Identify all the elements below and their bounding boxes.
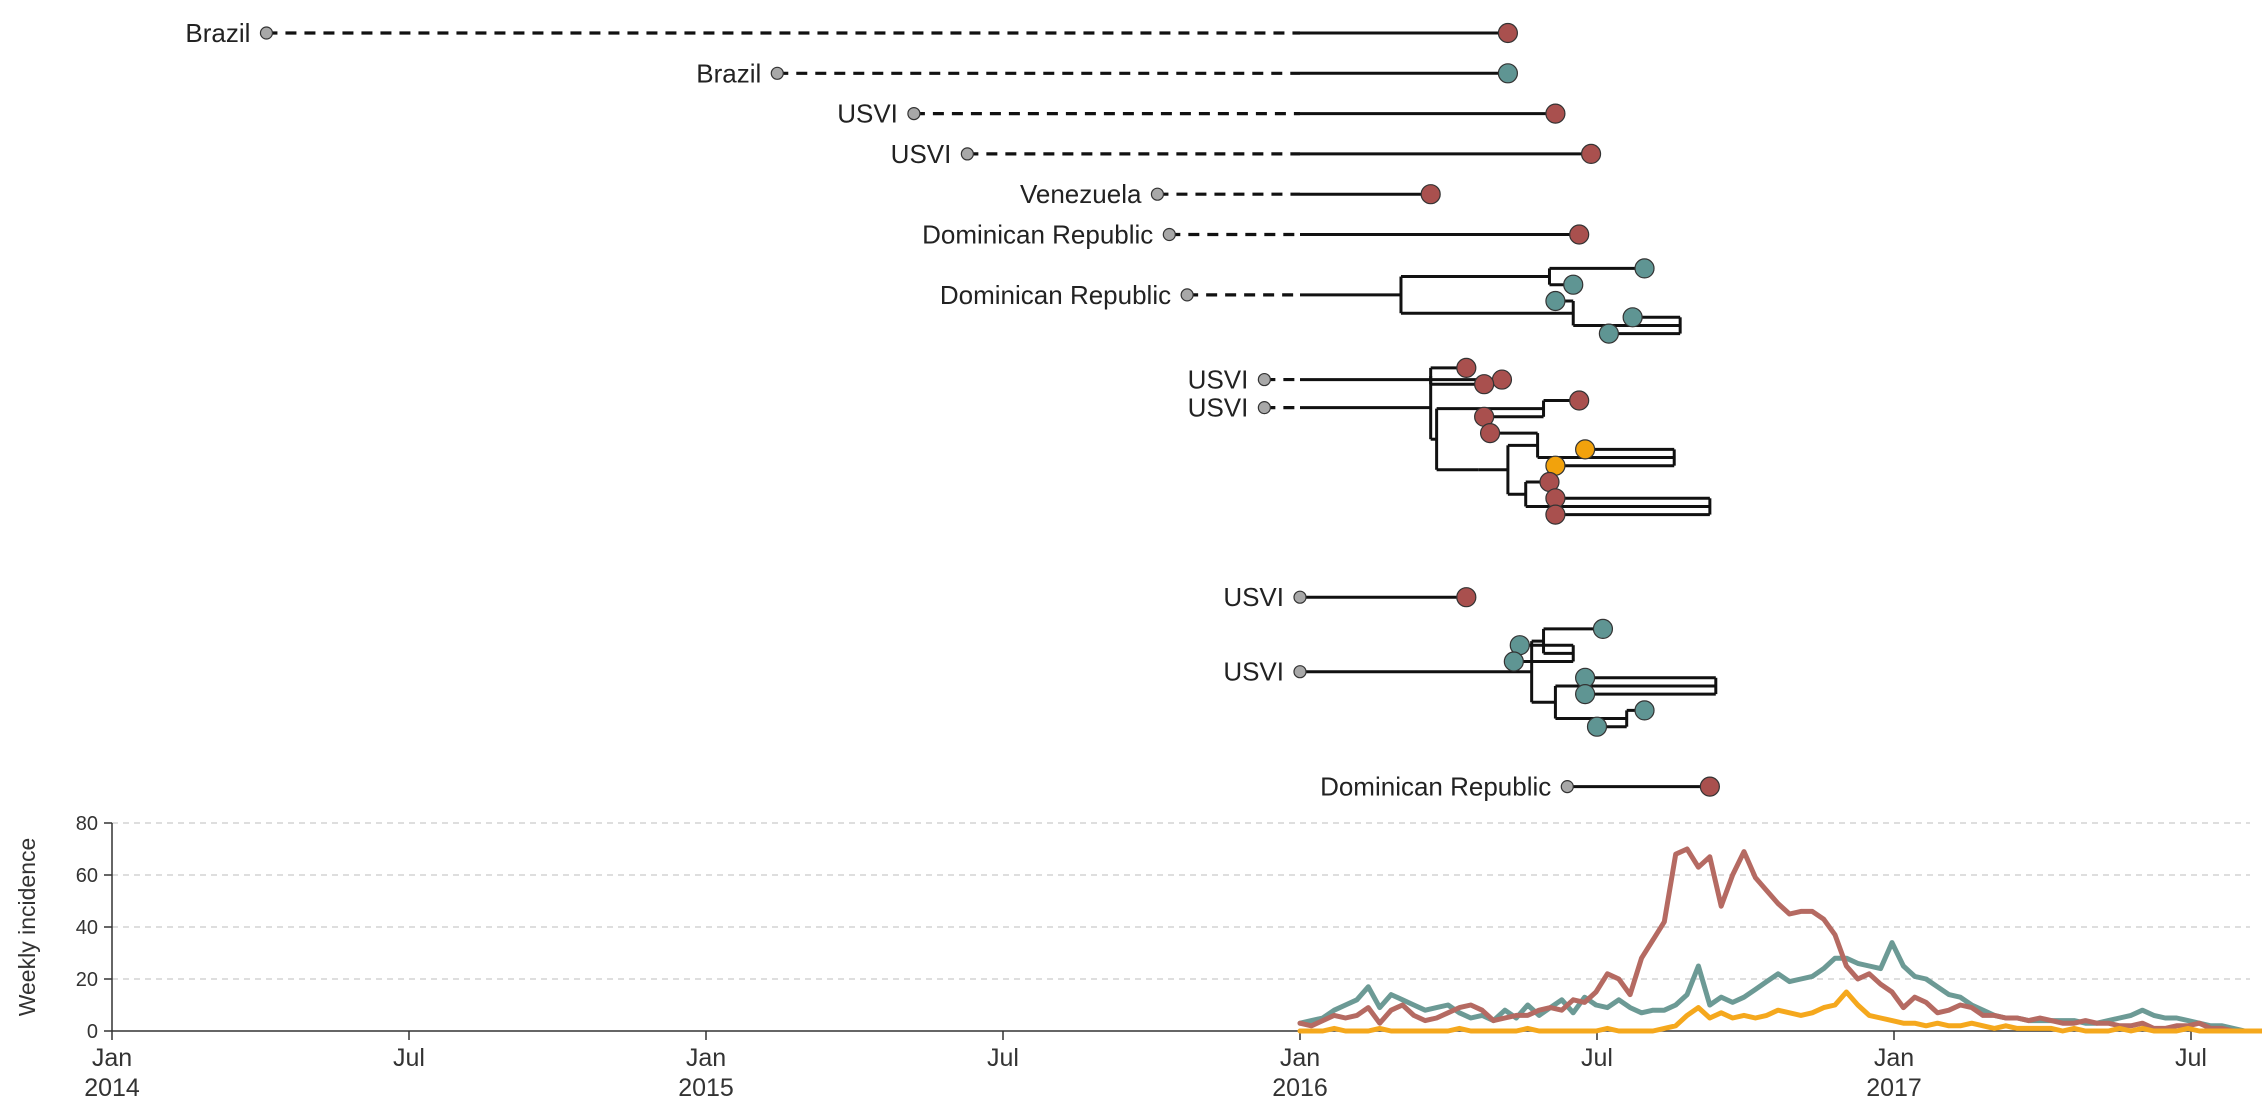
x-tick-year: 2014 [84,1074,140,1102]
tip-marker-teal [1497,63,1519,84]
x-tick-year: 2016 [1272,1074,1328,1102]
tip-marker-teal [1563,274,1584,295]
x-tick-label: Jul [987,1044,1019,1072]
y-axis-label: Weekly incidence [14,838,40,1017]
clade-label: Brazil [185,18,250,48]
tip-marker-red [1474,374,1495,395]
clade-11: Dominican Republic [1320,772,1720,802]
tip-marker-orange [1575,439,1596,460]
clade-label: Dominican Republic [1320,772,1551,802]
tip-marker-teal [1622,307,1643,328]
tip-marker-red [1699,776,1720,797]
tip-marker-red [1456,587,1477,608]
x-tick-label: Jan [686,1044,726,1072]
clade-label: Dominican Republic [922,220,1153,250]
tip-marker-red [1420,184,1441,205]
x-tick-label: Jul [2175,1044,2207,1072]
y-tick-label: 20 [76,969,98,991]
clade-1: Brazil [696,58,1519,88]
incidence-series-line_red [1297,846,2262,1034]
clade-label: USVI [1223,657,1284,687]
root-marker [1257,372,1271,387]
clade-4: Venezuela [1020,179,1441,209]
tip-marker-teal [1598,323,1619,344]
clade-7: USVI [1188,365,1513,395]
y-tick-label: 40 [76,917,98,939]
clade-5: Dominican Republic [922,220,1590,250]
x-tick-label: Jan [92,1044,132,1072]
x-tick-year: 2017 [1866,1074,1922,1102]
clade-9: USVI [1223,582,1477,612]
root-marker [770,66,784,80]
x-tick-label: Jul [393,1044,425,1072]
clade-label: Venezuela [1020,179,1142,209]
clade-8: USVI [1188,357,1712,525]
root-marker [1180,288,1194,302]
clade-label: Brazil [696,58,761,88]
incidence-series-line_teal [1297,940,2262,1034]
clade-label: USVI [1188,393,1249,423]
clade-label: USVI [1188,365,1249,395]
y-tick-label: 80 [76,813,98,835]
root-marker [907,106,921,121]
tip-marker-red [1545,504,1566,525]
tip-marker-red [1456,357,1477,378]
root-marker [960,147,974,161]
clade-label: USVI [891,139,952,169]
root-marker [1293,590,1307,604]
tip-marker-red [1491,369,1513,390]
clade-label: USVI [1223,582,1284,612]
root-marker [1257,401,1271,415]
x-tick-year: 2015 [678,1074,734,1102]
clade-label: Dominican Republic [940,280,1171,310]
root-marker [1293,665,1307,679]
y-tick-label: 0 [87,1021,98,1043]
tip-marker-red [1545,103,1566,124]
incidence-series-line_orange [1297,989,2262,1034]
tip-marker-red [1479,422,1501,444]
x-tick-label: Jan [1280,1044,1320,1072]
clade-3: USVI [891,139,1602,169]
y-tick-label: 60 [76,865,98,887]
root-marker [1162,227,1176,242]
tip-marker-teal [1634,258,1655,279]
clade-2: USVI [837,99,1566,129]
tip-marker-teal [1592,618,1614,640]
x-tick-label: Jul [1581,1044,1613,1072]
root-marker [1150,187,1165,201]
tip-marker-red [1569,390,1590,411]
tip-marker-teal [1545,290,1566,312]
root-marker [259,26,274,40]
tip-marker-red [1497,22,1519,44]
tip-marker-teal [1634,700,1655,721]
clade-10: USVI [1223,618,1718,737]
clade-label: USVI [837,99,898,129]
tip-marker-teal [1586,716,1608,737]
tip-marker-red [1580,143,1602,164]
tip-marker-teal [1503,651,1524,672]
root-marker [1560,780,1574,794]
clade-6: Dominican Republic [940,258,1682,344]
tip-marker-red [1569,224,1590,245]
x-tick-label: Jan [1874,1044,1914,1072]
tip-marker-teal [1575,683,1596,705]
clade-0: Brazil [185,18,1519,48]
